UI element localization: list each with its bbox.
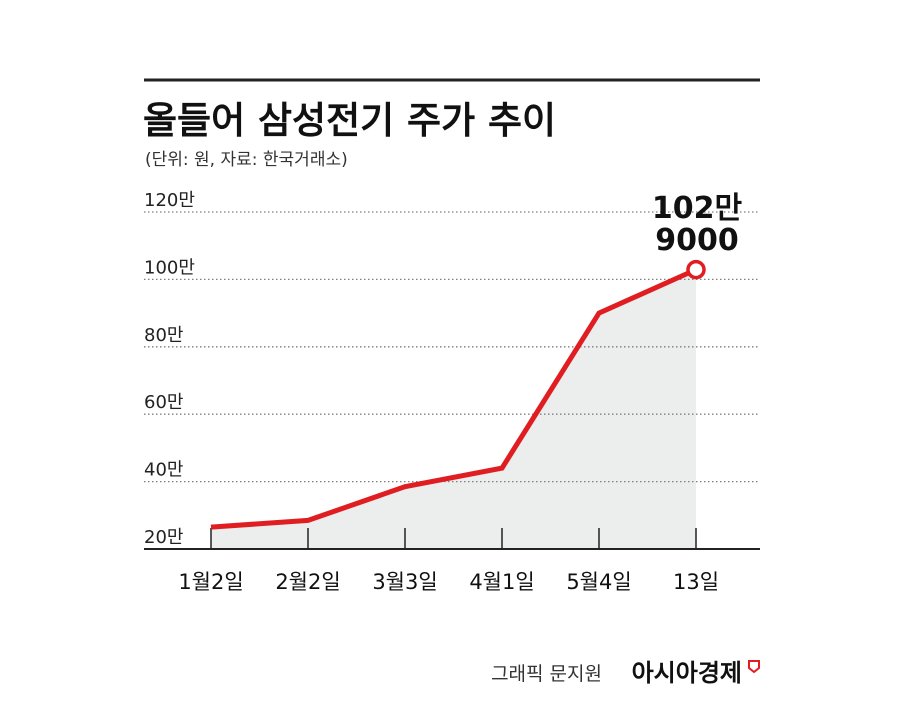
x-tick-label: 1월2일: [178, 570, 243, 594]
brand-logo: 아시아경제: [632, 659, 742, 687]
x-tick-label: 2월2일: [275, 570, 340, 594]
last-value-annotation-line1: 102만: [652, 191, 743, 226]
y-tick-label: 60만: [144, 392, 183, 413]
chart-title: 올들어 삼성전기 주가 추이: [143, 99, 556, 142]
y-tick-label: 100만: [144, 257, 195, 278]
x-tick-label: 5월4일: [566, 570, 631, 594]
x-tick-label: 4월1일: [469, 570, 534, 594]
y-tick-label: 120만: [144, 190, 195, 211]
y-tick-label: 20만: [144, 527, 183, 548]
y-tick-label: 40만: [144, 460, 183, 481]
brand-mark-icon: [748, 660, 760, 674]
last-point-marker: [686, 259, 706, 280]
graphic-credit: 그래픽 문지원: [491, 663, 602, 685]
last-value-annotation-line2: 9000: [655, 223, 739, 258]
area-fill: [211, 269, 696, 549]
x-tick-label: 13일: [673, 570, 719, 594]
x-tick-label: 3월3일: [372, 570, 437, 594]
chart-subtitle: (단위: 원, 자료: 한국거래소): [145, 150, 348, 170]
y-tick-label: 80만: [144, 325, 183, 346]
series-line: [210, 267, 698, 530]
